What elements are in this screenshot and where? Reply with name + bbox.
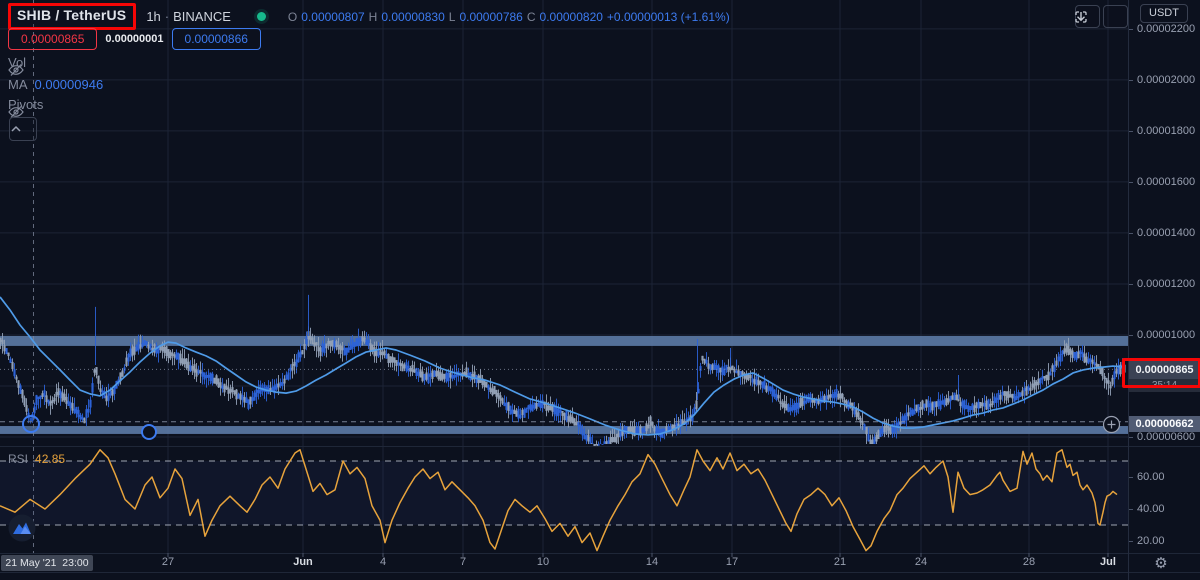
price-scale[interactable]: USDT 0.00002200 0.00002000 0.00001800 0.000… <box>1129 0 1200 553</box>
price-axis-tick: 0.00001600 <box>1137 175 1196 188</box>
price-axis-separator <box>1128 0 1129 580</box>
price-chart-pane[interactable] <box>0 0 1128 447</box>
timezone-settings-gear-icon[interactable]: ⚙ <box>1154 554 1168 572</box>
price-axis-tick: 0.00001800 <box>1137 124 1196 137</box>
time-scale[interactable]: 27 Jun 4 7 10 14 17 21 24 28 Jul 21 May '21 23:00 <box>0 553 1128 572</box>
axis-tick-mark <box>1107 553 1109 557</box>
download-button[interactable] <box>1075 5 1100 28</box>
drawing-anchor-handle[interactable] <box>141 423 157 440</box>
price-axis-tick: 0.00002200 <box>1137 22 1196 35</box>
axis-tick-mark <box>302 553 304 557</box>
ma-indicator-label[interactable]: MA <box>8 77 28 92</box>
axis-tick-mark <box>920 553 922 557</box>
symbol-title[interactable]: SHIB / TetherUS <box>17 7 127 23</box>
buy-button[interactable]: 0.00000866 <box>171 28 261 50</box>
axis-tick-mark <box>1129 509 1133 510</box>
axis-tick-mark <box>1129 79 1133 81</box>
time-axis-separator <box>0 553 1200 554</box>
time-axis-tick: 21 <box>833 556 847 568</box>
change-value: +0.00000013 (+1.61%) <box>606 9 730 24</box>
axis-tick-mark <box>1129 477 1133 478</box>
ma-indicator-value: 0.00000946 <box>34 77 104 92</box>
price-axis-tick: 0.00001000 <box>1137 328 1196 341</box>
collapse-legend-button[interactable] <box>9 117 37 141</box>
market-status-dot[interactable] <box>256 12 266 21</box>
annotation-box-symbol: SHIB / TetherUS <box>8 3 137 30</box>
rsi-axis-tick: 60.00 <box>1137 471 1165 483</box>
rsi-axis-tick: 40.00 <box>1137 503 1165 515</box>
axis-tick-mark <box>1129 232 1133 234</box>
axis-tick-mark <box>1129 28 1133 30</box>
axis-tick-mark <box>1129 130 1133 132</box>
time-axis-tick: 10 <box>536 556 550 568</box>
high-label: H <box>368 9 378 24</box>
current-price-label: 0.00000865 <box>1129 361 1200 379</box>
pivots-indicator-label[interactable]: Pivots <box>8 97 44 112</box>
separator-dot: · <box>164 9 170 24</box>
add-alert-plus-button[interactable] <box>1102 415 1121 434</box>
axis-tick-mark <box>1129 181 1133 183</box>
close-value: 0.00000820 <box>539 9 603 24</box>
fullscreen-icon <box>1075 10 1087 23</box>
download-arrow-icon <box>1077 11 1085 21</box>
drawing-anchor-handle[interactable] <box>22 414 40 433</box>
currency-button[interactable]: USDT <box>1140 4 1188 23</box>
price-axis-tick: 0.00001200 <box>1137 277 1196 290</box>
time-axis-tick: 28 <box>1022 556 1036 568</box>
time-axis-tick: Jun <box>293 556 313 568</box>
open-value: 0.00000807 <box>301 9 365 24</box>
axis-tick-mark <box>1028 553 1030 557</box>
time-axis-tick: 4 <box>379 556 387 568</box>
axis-tick-mark <box>731 553 733 557</box>
ohlc-readout: O 0.00000807 H 0.00000830 L 0.00000786 C 0.0… <box>288 10 730 24</box>
axis-tick-mark <box>382 553 384 557</box>
chevron-up-icon <box>11 125 21 132</box>
pane-separator[interactable] <box>0 446 1200 447</box>
high-value: 0.00000830 <box>381 9 445 24</box>
time-axis-tick: 24 <box>914 556 928 568</box>
bar-countdown: 35:14 <box>1129 379 1200 392</box>
open-label: O <box>287 9 298 24</box>
low-value: 0.00000786 <box>459 9 523 24</box>
time-axis-tick: 17 <box>725 556 739 568</box>
price-axis-tick: 0.00000600 <box>1137 431 1196 443</box>
time-axis-tick: 7 <box>459 556 467 568</box>
rsi-label[interactable]: RSI <box>8 452 29 466</box>
crosshair-time-label: 21 May '21 23:00 <box>1 555 93 571</box>
axis-tick-mark <box>1129 541 1133 542</box>
spread-value: 0.00000001 <box>105 33 164 45</box>
time-axis-tick: 27 <box>161 556 175 568</box>
close-label: C <box>526 9 536 24</box>
axis-tick-mark <box>542 553 544 557</box>
axis-tick-mark <box>839 553 841 557</box>
axis-tick-mark <box>1129 283 1133 285</box>
window-bottom-separator <box>0 572 1200 573</box>
sell-button[interactable]: 0.00000865 <box>8 28 98 50</box>
axis-tick-mark <box>651 553 653 557</box>
time-axis-tick: 14 <box>645 556 659 568</box>
axis-tick-mark <box>167 553 169 557</box>
price-axis-tick: 0.00001400 <box>1137 226 1196 239</box>
price-axis-tick: 0.00002000 <box>1137 73 1196 86</box>
rsi-indicator-pane[interactable] <box>0 447 1128 553</box>
axis-tick-mark <box>1129 437 1133 438</box>
crosshair-price-label: 0.00000662 <box>1129 416 1200 432</box>
interval-button[interactable]: 1h <box>146 9 161 24</box>
rsi-axis-tick: 20.00 <box>1137 535 1165 547</box>
fullscreen-button[interactable] <box>1075 5 1128 28</box>
exchange-label[interactable]: BINANCE <box>173 9 231 24</box>
rsi-value: 42.85 <box>35 452 66 466</box>
axis-tick-mark <box>462 553 464 557</box>
time-axis-tick: Jul <box>1100 556 1116 568</box>
axis-tick-mark <box>1129 334 1133 336</box>
low-label: L <box>448 9 456 24</box>
